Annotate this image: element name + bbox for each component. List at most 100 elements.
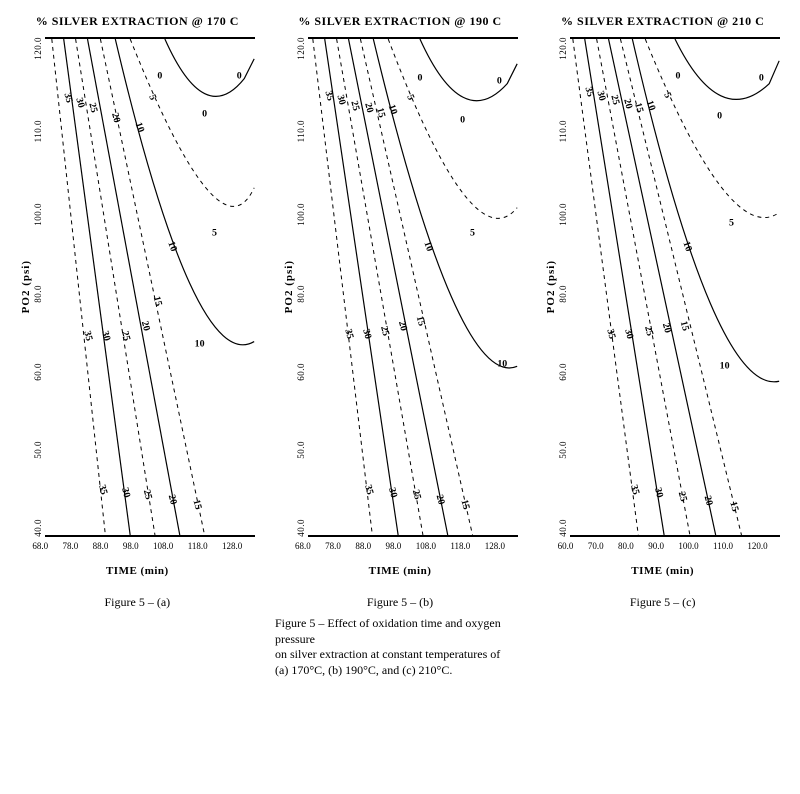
contour-label: 25 (676, 490, 689, 502)
contour-label: 5 (212, 227, 217, 238)
panel-c-figlabel: Figure 5 – (c) (630, 595, 696, 610)
panel-c-yticks: 120.0 110.0 100.0 80.0 60.0 50.0 40.0 (559, 37, 568, 537)
contour-label: 20 (109, 112, 122, 124)
contour-label: 5 (661, 91, 673, 100)
contour-label: 15 (190, 498, 203, 510)
ytick: 120.0 (297, 37, 306, 60)
contour-line (419, 39, 516, 101)
xtick: 108.0 (416, 541, 436, 551)
y-axis-label: PO2 (psi) (20, 260, 32, 313)
panel-a-axis-row: PO2 (psi) 120.0 110.0 100.0 80.0 60.0 50… (20, 37, 255, 537)
contour-label: 0 (417, 73, 422, 84)
contour-label: 30 (652, 486, 665, 498)
xtick: 68.0 (32, 541, 48, 551)
xtick: 78.0 (325, 541, 341, 551)
panel-b-svg: 0005510101015151520202025252530303035353… (308, 39, 518, 535)
xtick: 68.0 (295, 541, 311, 551)
contour-label: 0 (676, 71, 681, 82)
xtick: 98.0 (123, 541, 139, 551)
xtick: 100.0 (678, 541, 698, 551)
xtick: 120.0 (747, 541, 767, 551)
contour-label: 10 (681, 240, 695, 253)
ytick: 100.0 (297, 203, 306, 226)
contour-label: 30 (99, 330, 112, 342)
contour-label: 10 (497, 358, 507, 369)
panel-a-yticks: 120.0 110.0 100.0 80.0 60.0 50.0 40.0 (34, 37, 43, 537)
caption-line: (a) 170°C, (b) 190°C, and (c) 210°C. (275, 663, 525, 679)
contour-line (573, 39, 638, 535)
panel-a-xticks: 68.0 78.0 88.0 98.0 108.0 118.0 128.0 (32, 541, 242, 551)
contour-label: 20 (433, 493, 446, 505)
x-axis-label: TIME (min) (369, 565, 432, 577)
contour-label: 25 (86, 102, 99, 114)
panel-b-xticks: 68.0 78.0 88.0 98.0 108.0 118.0 128.0 (295, 541, 505, 551)
xtick: 80.0 (618, 541, 634, 551)
contour-label: 25 (141, 488, 154, 500)
contour-line (675, 39, 779, 99)
contour-label: 35 (628, 484, 641, 496)
contour-label: 15 (151, 295, 164, 307)
contour-label: 25 (642, 325, 655, 337)
xtick: 78.0 (63, 541, 79, 551)
contour-label: 0 (759, 73, 764, 84)
panel-c-plot: 0005510101015151520202025252530303035353… (570, 37, 780, 537)
contour-label: 35 (81, 330, 94, 342)
contour-label: 25 (409, 488, 422, 500)
contour-label: 15 (678, 320, 691, 332)
panel-a-plot: 000551010101515202020252525303030353535 (45, 37, 255, 537)
y-axis-label: PO2 (psi) (283, 260, 295, 313)
contour-label: 10 (720, 360, 730, 371)
panel-b-axis-row: PO2 (psi) 120.0 110.0 100.0 80.0 60.0 50… (283, 37, 518, 537)
ytick: 110.0 (34, 120, 43, 142)
xtick: 88.0 (93, 541, 109, 551)
contour-label: 30 (119, 486, 132, 498)
ytick: 40.0 (34, 519, 43, 537)
panels-row: % SILVER EXTRACTION @ 170 C PO2 (psi) 12… (0, 0, 800, 678)
contour-label: 15 (458, 498, 471, 510)
xtick: 90.0 (648, 541, 664, 551)
figure-5-page: % SILVER EXTRACTION @ 170 C PO2 (psi) 12… (0, 0, 800, 794)
ytick: 40.0 (297, 519, 306, 537)
xtick: 60.0 (558, 541, 574, 551)
panel-b-figlabel: Figure 5 – (b) (367, 595, 433, 610)
contour-label: 0 (202, 108, 207, 119)
contour-label: 20 (702, 494, 715, 506)
xtick: 70.0 (588, 541, 604, 551)
ytick: 110.0 (559, 120, 568, 142)
xtick: 108.0 (153, 541, 173, 551)
contour-label: 15 (728, 500, 741, 512)
panel-a-figlabel: Figure 5 – (a) (105, 595, 171, 610)
contour-line (165, 39, 254, 96)
panel-a-svg: 000551010101515202020252525303030353535 (45, 39, 255, 535)
ytick: 40.0 (559, 519, 568, 537)
xtick: 128.0 (222, 541, 242, 551)
contour-label: 20 (165, 493, 178, 505)
contour-label: 0 (496, 76, 501, 87)
xtick: 88.0 (355, 541, 371, 551)
contour-label: 5 (404, 93, 416, 102)
contour-label: 35 (362, 484, 375, 496)
ytick: 50.0 (34, 441, 43, 459)
panel-c-svg: 0005510101015151520202025252530303035353… (570, 39, 780, 535)
xtick: 118.0 (450, 541, 470, 551)
contour-line (348, 39, 447, 535)
contour-label: 25 (378, 325, 391, 337)
contour-label: 0 (460, 114, 465, 125)
ytick: 80.0 (559, 285, 568, 303)
contour-label: 25 (608, 94, 621, 106)
ytick: 60.0 (34, 363, 43, 381)
y-axis-label: PO2 (psi) (545, 260, 557, 313)
contour-label: 10 (194, 339, 204, 350)
ytick: 50.0 (297, 441, 306, 459)
contour-label: 35 (342, 328, 355, 340)
contour-label: 35 (96, 484, 109, 496)
contour-label: 5 (729, 217, 734, 228)
panel-a: % SILVER EXTRACTION @ 170 C PO2 (psi) 12… (10, 10, 265, 678)
contour-label: 20 (362, 102, 375, 114)
contour-line (388, 39, 517, 218)
contour-line (130, 39, 254, 206)
contour-label: 30 (334, 94, 347, 106)
panel-c-title: % SILVER EXTRACTION @ 210 C (561, 14, 764, 29)
contour-label: 20 (139, 320, 152, 332)
contour-line (597, 39, 690, 535)
